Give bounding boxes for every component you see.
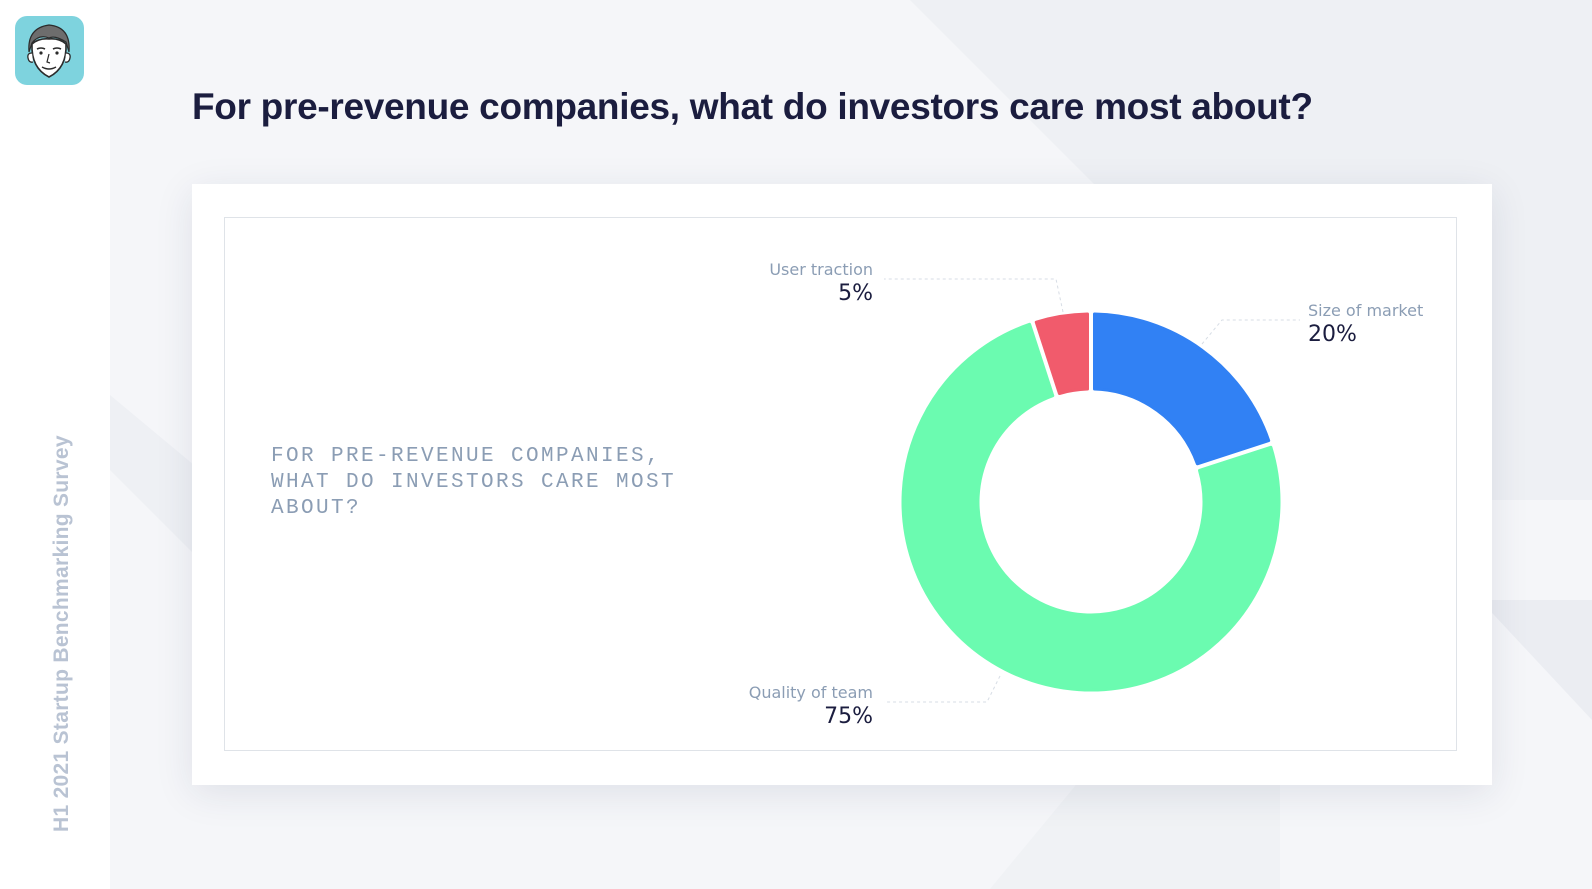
slice-label: User traction [769,260,873,279]
slice-value-label: 5% [838,281,873,306]
chart-frame: FOR PRE-REVENUE COMPANIES, WHAT DO INVES… [224,217,1457,751]
donut-slice-size-of-market[interactable] [1092,312,1271,466]
leader-line [884,675,1001,703]
donut-chart: Size of market 20% Quality of team 75% User … [749,260,1424,729]
survey-vertical-label: H1 2021 Startup Benchmarking Survey [50,435,73,832]
avatar[interactable] [15,16,84,85]
chart-title: FOR PRE-REVENUE COMPANIES, WHAT DO INVES… [271,445,677,520]
sidebar: H1 2021 Startup Benchmarking Survey [0,0,110,889]
slice-value-label: 20% [1308,322,1357,347]
leader-line [884,278,1064,313]
slice-label: Size of market [1308,301,1423,320]
donut-slice-user-traction[interactable] [1034,312,1090,396]
slice-value-label: 75% [824,704,873,729]
page-title: For pre-revenue companies, what do inves… [192,86,1313,127]
leader-line [1201,319,1300,345]
donut-slice-quality-of-team[interactable] [901,322,1281,692]
avatar-portrait-icon [27,24,71,78]
slice-label: Quality of team [749,683,873,702]
chart-card: FOR PRE-REVENUE COMPANIES, WHAT DO INVES… [192,184,1492,785]
